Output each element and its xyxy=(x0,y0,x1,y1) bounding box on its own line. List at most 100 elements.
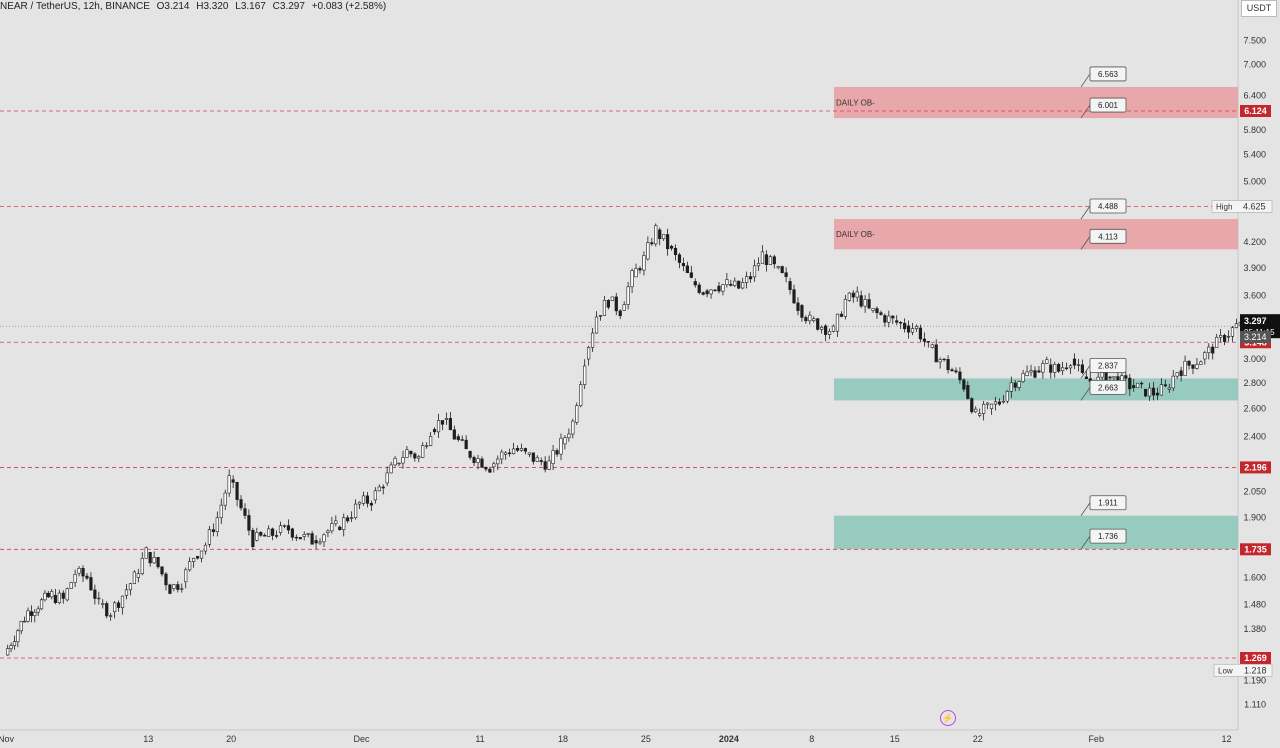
x-tick-label: Feb xyxy=(1088,734,1104,744)
candle-down xyxy=(1155,392,1160,396)
candle-up xyxy=(113,602,117,612)
candle-up xyxy=(1159,384,1163,396)
candle-down xyxy=(748,276,753,280)
level-badge-label: 2.196 xyxy=(1244,462,1267,472)
candle-down xyxy=(508,452,512,455)
candle-up xyxy=(1005,391,1009,402)
candle-up xyxy=(401,457,405,464)
high-value: H3.320 xyxy=(196,1,229,12)
candle-down xyxy=(89,577,93,591)
candle-down xyxy=(247,515,251,531)
x-tick-label: 12 xyxy=(1222,734,1232,744)
candle-down xyxy=(294,536,298,539)
callout-pointer xyxy=(1080,502,1091,516)
symbol-label[interactable]: NEAR / TetherUS, 12h, BINANCE xyxy=(0,1,150,12)
y-tick-label: 1.600 xyxy=(1243,572,1266,582)
zone-supply-0 xyxy=(834,86,1238,119)
y-tick-label: 2.400 xyxy=(1243,432,1266,442)
candle-down xyxy=(906,325,911,333)
candle-down xyxy=(105,603,109,617)
candle-up xyxy=(36,608,40,613)
candle-up xyxy=(492,463,496,468)
candle-down xyxy=(701,292,705,295)
candle-down xyxy=(440,420,445,425)
price-callout-box xyxy=(1089,198,1127,214)
candle-up xyxy=(6,648,10,656)
candle-up xyxy=(73,574,77,583)
candle-down xyxy=(259,532,263,536)
candle-up xyxy=(1219,335,1223,338)
candle-down xyxy=(160,566,164,575)
candle-down xyxy=(81,567,85,577)
candle-down xyxy=(764,254,768,265)
candle-up xyxy=(389,464,393,474)
candle-down xyxy=(231,479,235,483)
candle-down xyxy=(543,461,547,470)
candle-up xyxy=(504,452,508,455)
candle-up xyxy=(535,457,539,462)
candle-up xyxy=(1183,360,1187,376)
candle-up xyxy=(559,437,563,455)
candle-down xyxy=(235,482,239,500)
candle-up xyxy=(361,495,366,504)
candle-down xyxy=(800,305,804,318)
candle-up xyxy=(974,408,978,413)
level-badge-label: 1.735 xyxy=(1244,544,1267,554)
candle-up xyxy=(1215,336,1219,348)
candle-up xyxy=(567,433,571,439)
candle-up xyxy=(626,286,630,305)
candle-down xyxy=(464,439,468,450)
candle-up xyxy=(373,490,377,501)
low-value: L3.167 xyxy=(235,1,266,12)
candle-down xyxy=(685,265,689,274)
candle-down xyxy=(697,284,701,293)
candle-up xyxy=(393,457,397,466)
callout-pointer xyxy=(1080,387,1091,401)
candle-up xyxy=(330,523,334,532)
candle-up xyxy=(831,325,836,332)
high-label-box xyxy=(1211,200,1273,213)
candle-up xyxy=(1136,382,1140,389)
candle-down xyxy=(338,526,342,530)
candle-down xyxy=(922,338,926,342)
price-callout-label: 2.837 xyxy=(1098,361,1119,370)
currency-button[interactable]: USDT xyxy=(1241,0,1277,17)
candle-up xyxy=(1021,373,1025,382)
x-tick-label: 2024 xyxy=(719,734,739,744)
candle-down xyxy=(970,398,974,413)
candle-up xyxy=(1001,400,1005,403)
y-tick-label: 7.000 xyxy=(1243,60,1266,70)
candle-down xyxy=(298,537,302,540)
candle-up xyxy=(982,403,986,414)
candle-down xyxy=(515,448,520,451)
price-callout-label: 2.663 xyxy=(1098,383,1119,392)
candle-up xyxy=(326,530,330,533)
candle-down xyxy=(460,439,464,441)
candle-up xyxy=(136,573,140,578)
x-tick-label: 13 xyxy=(143,734,153,744)
candle-down xyxy=(934,344,938,363)
candle-up xyxy=(662,234,666,240)
candle-up xyxy=(267,528,271,537)
candle-down xyxy=(468,451,472,458)
candle-down xyxy=(85,575,89,579)
high-value: 4.625 xyxy=(1243,202,1266,212)
open-value: O3.214 xyxy=(156,1,190,12)
price-callout-box xyxy=(1089,66,1127,82)
candle-up xyxy=(989,403,994,410)
candle-down xyxy=(792,289,796,304)
candle-down xyxy=(962,379,966,390)
candle-up xyxy=(563,437,567,445)
candle-down xyxy=(452,429,456,440)
candle-down xyxy=(673,247,678,256)
candle-down xyxy=(954,370,958,373)
candle-up xyxy=(192,558,196,562)
candle-up xyxy=(587,347,591,360)
candle-up xyxy=(646,242,650,260)
x-tick-label: 25 xyxy=(641,734,651,744)
candle-up xyxy=(519,448,524,451)
candle-down xyxy=(729,283,733,286)
candle-up xyxy=(1195,364,1199,369)
lightning-icon[interactable]: ⚡ xyxy=(940,710,956,726)
